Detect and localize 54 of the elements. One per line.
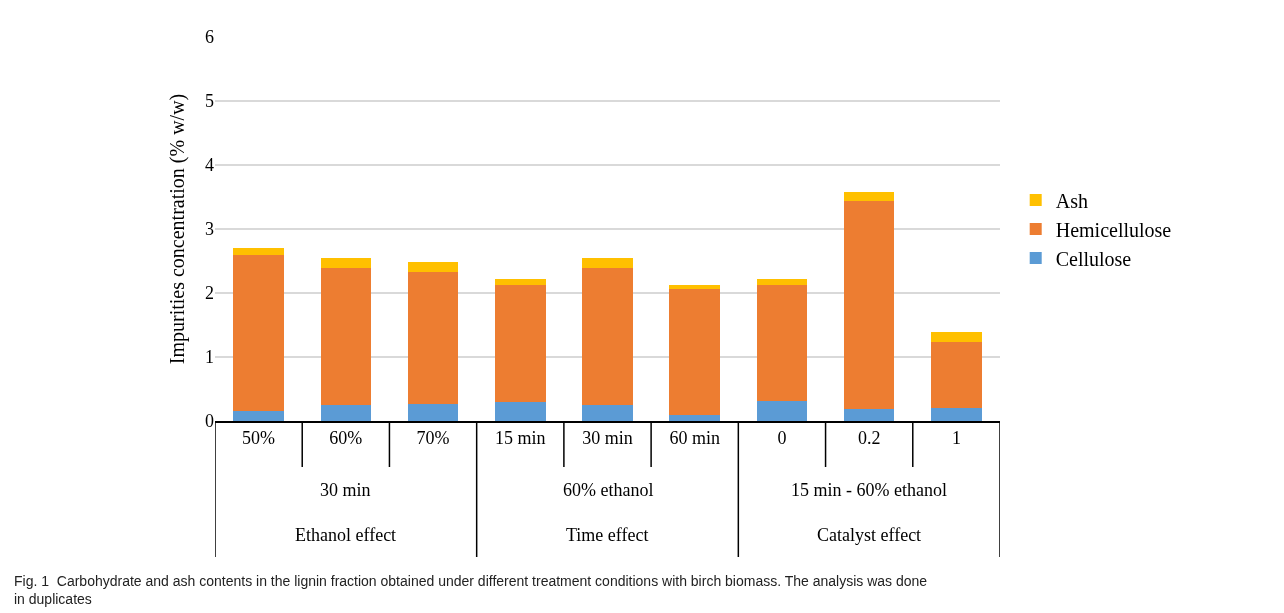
bar — [756, 284, 808, 401]
bar — [669, 284, 721, 290]
bar — [843, 191, 895, 201]
bar — [233, 248, 284, 255]
legend-label: Cellulose — [1055, 247, 1132, 270]
x-tick-label: 1 — [951, 428, 961, 449]
bar — [320, 268, 372, 405]
text: Time effect — [566, 525, 649, 545]
y-axis-title: Impurities concentration (% w/w) — [165, 93, 189, 365]
text: 60% ethanol — [563, 480, 654, 500]
y-tick-label: 2 — [205, 283, 214, 304]
y-tick-label: 3 — [205, 219, 214, 240]
text: 15 min - 60% ethanol — [791, 480, 947, 500]
legend-label: Ash — [1055, 189, 1088, 212]
x-tick-label: 0 — [777, 428, 787, 449]
bar — [407, 404, 459, 421]
y-tick-label: 0 — [205, 411, 214, 432]
bar — [843, 200, 895, 409]
bar — [843, 408, 895, 421]
bar — [407, 271, 459, 405]
caption: Fig. 1 Carbohydrate and ash contents in the lignin fraction obtained under different treatment conditions with birch biomass. The analysis was done in duplicates — [14, 573, 928, 608]
x-tick-label: 15 min — [495, 428, 546, 449]
bar — [756, 278, 808, 285]
y-tick-label: 5 — [205, 91, 214, 112]
y-tick-label: 1 — [205, 347, 214, 368]
bar — [407, 261, 459, 272]
bar — [756, 400, 808, 421]
bar — [494, 401, 546, 421]
x-tick-label: 50% — [242, 428, 276, 449]
bar — [582, 268, 633, 405]
bar — [320, 257, 372, 269]
y-tick-label: 6 — [205, 27, 214, 48]
text: 30 min — [320, 480, 371, 500]
bar — [669, 289, 721, 415]
bar — [233, 410, 284, 421]
bar — [320, 405, 372, 421]
bar — [233, 254, 284, 411]
bar — [582, 257, 633, 269]
bar — [582, 405, 633, 421]
x-tick-label: 60% — [329, 428, 363, 449]
legend-label: Hemicellulose — [1055, 218, 1172, 241]
x-tick-label: 0.2 — [857, 428, 881, 449]
x-tick-label: 30 min — [582, 428, 633, 449]
x-tick-label: 70% — [416, 428, 450, 449]
bar — [931, 342, 982, 409]
bar — [669, 414, 721, 421]
text: Catalyst effect — [817, 525, 922, 545]
bar — [494, 285, 546, 402]
x-tick-label: 60 min — [669, 428, 720, 449]
bar — [494, 278, 546, 286]
bar — [931, 332, 982, 343]
text: Ethanol effect — [295, 525, 397, 545]
bar — [931, 408, 982, 421]
y-tick-label: 4 — [205, 155, 214, 176]
